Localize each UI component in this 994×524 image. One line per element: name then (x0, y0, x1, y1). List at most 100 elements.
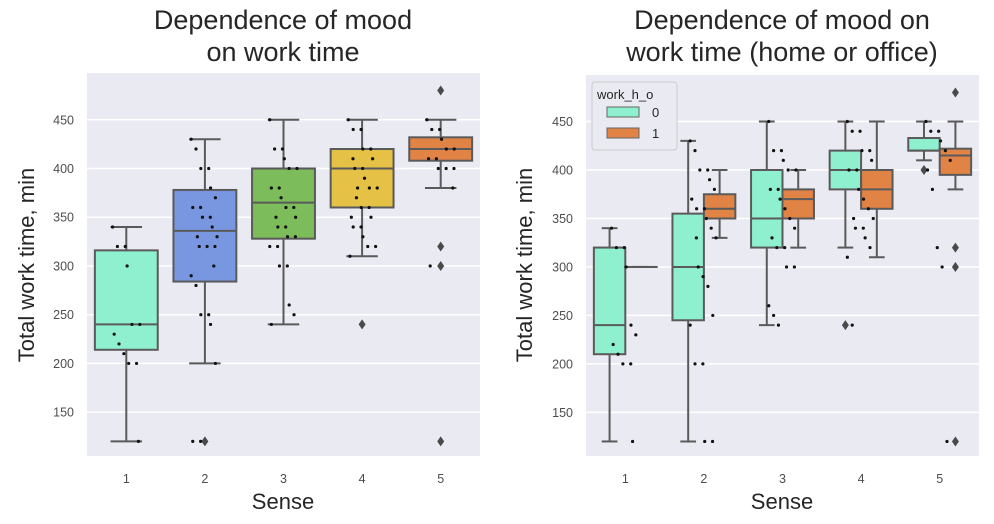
data-point (348, 254, 352, 258)
data-point (701, 275, 705, 279)
data-point (208, 322, 213, 327)
data-point (847, 168, 851, 172)
box-iqr (750, 169, 784, 249)
data-point (851, 216, 856, 221)
data-point (205, 244, 209, 249)
data-point (634, 333, 638, 337)
box-iqr (93, 249, 159, 351)
data-point (359, 225, 363, 229)
data-point (268, 118, 272, 122)
data-point (295, 166, 299, 171)
data-point (430, 127, 434, 132)
data-point (948, 158, 952, 162)
data-point (783, 245, 787, 250)
data-point (924, 119, 928, 124)
data-point (614, 245, 618, 250)
data-point (374, 244, 378, 249)
data-point (688, 139, 692, 143)
y-axis-label: Total work time, min (512, 168, 537, 362)
data-point (857, 187, 861, 191)
data-point (690, 197, 694, 201)
data-point (355, 186, 360, 190)
data-point (858, 129, 862, 133)
x-tick-label: 2 (201, 472, 208, 486)
data-point (779, 149, 784, 153)
x-axis-label: Sense (252, 489, 314, 514)
data-point (280, 147, 285, 151)
data-point (621, 362, 625, 366)
data-point (208, 215, 212, 219)
chart-title-line-1: Dependence of mood (154, 5, 412, 35)
data-point (349, 215, 353, 219)
data-point (428, 264, 432, 268)
data-point (871, 216, 875, 221)
data-point (712, 187, 717, 191)
data-point (771, 149, 776, 153)
data-point (199, 166, 203, 171)
y-tick-label: 350 (53, 211, 74, 225)
chart-mood-vs-work-time: Dependence of mood on work time 15020025… (14, 5, 480, 514)
data-point (860, 149, 864, 153)
box-sense-2-group-0 (671, 139, 705, 443)
data-point (284, 205, 288, 210)
data-point (136, 439, 141, 443)
y-tick-label: 450 (552, 115, 573, 129)
y-tick-label: 150 (552, 406, 573, 420)
data-point (277, 186, 281, 190)
data-point (451, 186, 455, 190)
data-point (269, 186, 273, 190)
data-point (629, 362, 633, 366)
data-point (707, 178, 712, 182)
data-point (282, 157, 286, 161)
data-point (285, 264, 289, 268)
data-point (792, 265, 797, 269)
data-point (711, 313, 715, 318)
data-point (850, 129, 854, 133)
x-tick-labels: 1 2 3 4 5 (123, 472, 444, 486)
data-point (850, 323, 854, 327)
data-point (434, 157, 439, 161)
chart-title-line-2: work time (home or office) (625, 37, 938, 67)
data-point (117, 342, 121, 346)
data-point (191, 439, 195, 443)
strip-points (609, 119, 952, 444)
data-point (199, 313, 203, 317)
chart-mood-vs-work-time-home-office: Dependence of mood on work time (home or… (512, 5, 979, 514)
data-point (771, 313, 776, 318)
data-point (110, 225, 115, 229)
data-point (698, 168, 702, 172)
data-point (346, 118, 350, 122)
box-sense-5 (408, 85, 474, 447)
data-point (367, 186, 371, 190)
data-point (786, 168, 790, 172)
y-tick-labels: 150 200 250 300 350 400 450 (552, 115, 573, 420)
data-point (444, 166, 448, 171)
data-point (611, 342, 615, 347)
data-point (294, 215, 298, 219)
data-point (272, 147, 277, 151)
data-point (866, 207, 870, 211)
data-point (112, 332, 116, 336)
data-point (199, 205, 203, 210)
data-point (768, 187, 772, 191)
data-point (207, 313, 211, 317)
data-point (709, 226, 713, 230)
x-tick-label: 5 (936, 472, 943, 486)
x-tick-label: 4 (359, 472, 366, 486)
outlier-marker (358, 319, 366, 330)
data-point (369, 215, 373, 219)
data-point (189, 274, 193, 278)
box-sense-2-group-1 (702, 169, 737, 239)
data-point (208, 186, 213, 190)
box-iqr (938, 147, 973, 176)
data-point (770, 236, 774, 240)
x-tick-labels: 1 2 3 4 5 (622, 472, 943, 486)
data-point (622, 245, 626, 250)
data-point (845, 255, 849, 259)
data-point (213, 196, 218, 200)
data-point (134, 361, 139, 366)
data-point (293, 235, 298, 239)
data-point (855, 168, 859, 172)
x-tick-label: 3 (280, 472, 287, 486)
